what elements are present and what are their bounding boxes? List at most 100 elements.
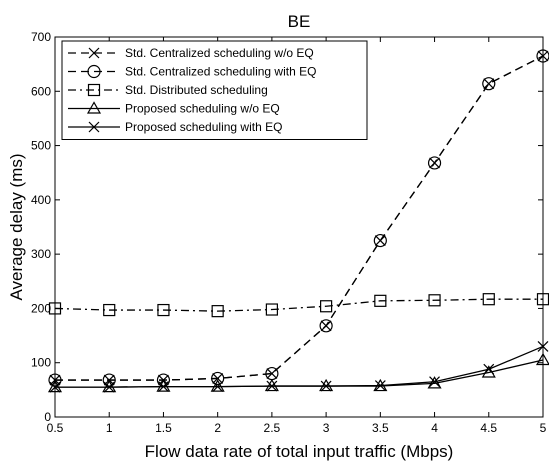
data-point-series-4 — [102, 379, 117, 393]
x-tick-label: 3.5 — [372, 421, 389, 435]
data-point-series-5-stroke-b — [320, 380, 332, 392]
data-point-series-5 — [158, 381, 169, 393]
legend-label-4: Proposed scheduling w/o EQ — [125, 102, 280, 116]
legend-marker-3-shape — [87, 83, 101, 97]
data-point-series-5-stroke-b — [212, 381, 224, 393]
data-point-series-5 — [320, 380, 332, 392]
data-point-series-2 — [211, 371, 225, 386]
y-tick-label: 0 — [44, 410, 51, 424]
data-point-series-3-shape — [428, 294, 441, 307]
data-point-series-2 — [482, 77, 496, 91]
data-point-series-5-stroke-b — [374, 380, 386, 391]
y-tick-label: 400 — [31, 193, 51, 207]
data-point-series-3 — [482, 293, 495, 306]
legend: Std. Centralized scheduling w/o EQ Std. C… — [61, 40, 368, 140]
data-point-series-3-shape — [211, 305, 224, 318]
x-tick-label: 1.5 — [155, 421, 172, 435]
data-point-series-5-stroke-b — [103, 381, 115, 393]
chart-title: BE — [288, 12, 311, 31]
data-point-series-3 — [211, 305, 224, 318]
data-point-series-4-shape — [319, 378, 334, 392]
data-point-series-5-stroke-b — [158, 381, 169, 393]
data-point-series-5 — [212, 381, 224, 393]
data-point-series-3-shape — [265, 303, 278, 316]
legend-marker-4 — [86, 101, 102, 114]
y-tick-label: 300 — [31, 247, 51, 261]
data-point-series-1-stroke-b — [483, 78, 495, 90]
legend-marker-5-stroke-b — [88, 121, 100, 133]
x-tick-label: 2.5 — [264, 421, 281, 435]
axes: 0.5 1 1.5 2 2.5 3 3.5 4 4.5 5 0 100 200 300 400 500 600 7… — [31, 30, 547, 435]
legend-box — [61, 40, 368, 140]
data-point-series-5-stroke-b — [429, 376, 440, 388]
data-point-series-4 — [319, 378, 334, 392]
data-point-series-3-shape — [320, 300, 333, 313]
data-point-series-3-shape — [374, 294, 387, 307]
data-point-series-3 — [265, 303, 278, 316]
x-tick-label: 0.5 — [47, 421, 64, 435]
legend-label-1: Std. Centralized scheduling w/o EQ — [125, 46, 314, 60]
data-point-series-4 — [264, 378, 279, 392]
series-line-5 — [55, 345, 544, 388]
data-point-series-2-shape — [482, 77, 496, 91]
legend-marker-5 — [88, 121, 100, 133]
legend-marker-4-shape — [86, 101, 102, 114]
legend-marker-1 — [88, 47, 100, 59]
x-tick-label: 3 — [323, 421, 330, 435]
data-point-series-4-shape — [102, 379, 117, 393]
legend-marker-1-stroke-b — [88, 47, 100, 59]
x-tick-label: 1 — [106, 421, 113, 435]
data-point-series-3-shape — [482, 293, 495, 306]
legend-marker-2 — [87, 64, 101, 79]
data-point-series-2 — [373, 233, 387, 248]
data-point-series-2 — [319, 319, 333, 333]
data-point-series-5 — [483, 363, 495, 375]
data-point-series-3-shape — [103, 303, 116, 317]
legend-label-3: Std. Distributed scheduling — [125, 83, 268, 97]
legend-label-5: Proposed scheduling with EQ — [125, 120, 282, 134]
data-point-series-5-stroke-b — [483, 363, 495, 375]
y-tick-label: 700 — [31, 30, 51, 44]
data-point-series-5 — [266, 380, 278, 392]
data-point-series-4 — [427, 376, 442, 389]
x-axis-label: Flow data rate of total input traffic (M… — [145, 442, 454, 461]
y-tick-label: 100 — [31, 356, 51, 370]
data-point-series-3 — [157, 303, 170, 317]
data-point-series-2-shape — [319, 319, 333, 333]
data-point-series-3 — [428, 294, 441, 307]
data-point-series-3 — [374, 294, 387, 307]
data-point-series-5 — [103, 381, 115, 393]
data-point-series-2-shape — [102, 373, 116, 387]
data-point-series-4 — [156, 379, 171, 392]
data-point-series-1 — [483, 78, 495, 90]
data-point-series-4-shape — [210, 379, 225, 392]
legend-marker-3 — [87, 83, 101, 97]
data-point-series-2-shape — [373, 233, 387, 248]
plot-marks — [47, 49, 549, 393]
legend-marker-2-shape — [87, 64, 101, 79]
series-line-2 — [55, 55, 544, 381]
y-axis-label: Average delay (ms) — [7, 153, 26, 300]
data-point-series-3-shape — [157, 303, 170, 317]
x-tick-label: 5 — [540, 421, 547, 435]
data-point-series-2 — [102, 373, 116, 387]
data-point-series-5-stroke-b — [266, 380, 278, 392]
data-point-series-3 — [103, 303, 116, 317]
y-tick-label: 600 — [31, 84, 51, 98]
data-point-series-4-shape — [264, 378, 279, 392]
data-point-series-5 — [429, 376, 440, 388]
y-tick-label: 500 — [31, 139, 51, 153]
data-point-series-5 — [374, 380, 386, 391]
x-tick-label: 4 — [431, 421, 438, 435]
data-point-series-2-shape — [211, 371, 225, 386]
y-tick-label: 200 — [31, 301, 51, 315]
data-point-series-4-shape — [156, 379, 171, 392]
x-tick-label: 2 — [214, 421, 221, 435]
legend-label-2: Std. Centralized scheduling with EQ — [125, 65, 316, 79]
data-point-series-2 — [427, 156, 442, 170]
data-point-series-4 — [210, 379, 225, 392]
plot-frame — [54, 36, 544, 418]
data-point-series-2-shape — [427, 156, 442, 170]
data-point-series-4-shape — [427, 376, 442, 389]
